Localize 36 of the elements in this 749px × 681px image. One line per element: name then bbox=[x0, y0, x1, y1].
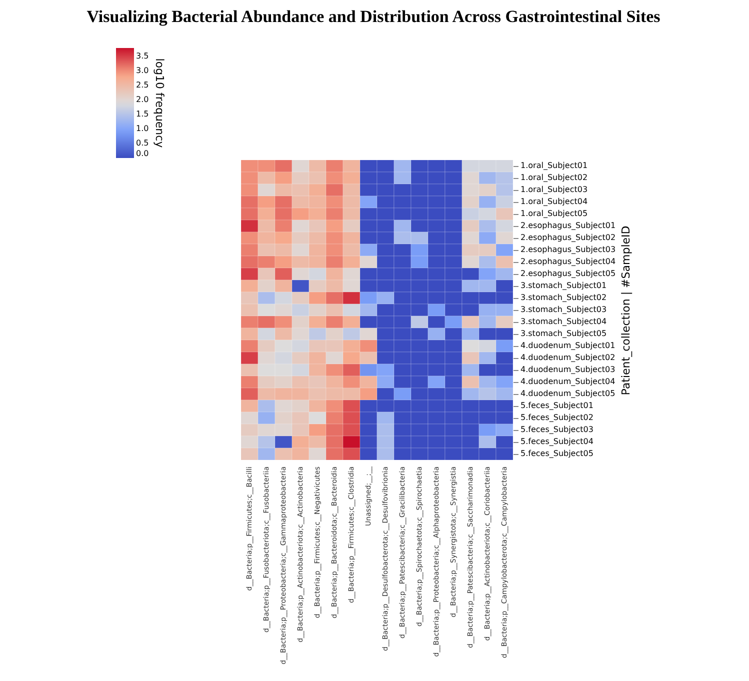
y-tick-label: 1.oral_Subject04 bbox=[520, 197, 588, 206]
y-tick-label: 3.stomach_Subject04 bbox=[520, 317, 607, 326]
y-tick-label: 5.feces_Subject05 bbox=[520, 449, 594, 458]
color-bar-label: 0.0 bbox=[136, 149, 149, 158]
y-tick-label: 2.esophagus_Subject05 bbox=[520, 269, 616, 278]
y-tick-label: 2.esophagus_Subject03 bbox=[520, 245, 616, 254]
y-tick-label: 1.oral_Subject05 bbox=[520, 209, 588, 218]
y-tick-label: 3.stomach_Subject05 bbox=[520, 329, 607, 338]
y-tick-label: 5.feces_Subject02 bbox=[520, 413, 594, 422]
y-tick-label: 4.duodenum_Subject01 bbox=[520, 341, 616, 350]
color-bar-label: 3.5 bbox=[136, 52, 149, 61]
y-tick-label: 2.esophagus_Subject04 bbox=[520, 257, 616, 266]
y-tick-label: 5.feces_Subject04 bbox=[520, 437, 594, 446]
y-tick-label: 2.esophagus_Subject02 bbox=[520, 233, 616, 242]
y-tick-label: 4.duodenum_Subject04 bbox=[520, 377, 616, 386]
y-tick-label: 3.stomach_Subject01 bbox=[520, 281, 607, 290]
y-tick-label: 3.stomach_Subject02 bbox=[520, 293, 607, 302]
y-tick-label: 2.esophagus_Subject01 bbox=[520, 221, 616, 230]
color-bar-title: log10 frequency bbox=[153, 58, 166, 148]
y-tick-label: 5.feces_Subject03 bbox=[520, 425, 594, 434]
color-bar-label: 0.5 bbox=[136, 138, 149, 148]
color-bar-label: 1.5 bbox=[136, 110, 149, 119]
y-tick-label: 4.duodenum_Subject03 bbox=[520, 365, 616, 374]
y-axis-title: Patient_collection | #SampleID bbox=[620, 226, 633, 396]
y-tick-label: 1.oral_Subject01 bbox=[520, 161, 588, 170]
y-tick-label: 3.stomach_Subject03 bbox=[520, 305, 607, 314]
color-bar-label: 1.0 bbox=[136, 124, 149, 134]
y-tick-label: 4.duodenum_Subject02 bbox=[520, 353, 616, 362]
chart-title: Visualizing Bacterial Abundance and Distribution Across Gastrointestinal Sites bbox=[86, 7, 661, 26]
y-tick-label: 5.feces_Subject01 bbox=[520, 401, 594, 410]
color-bar-label: 2.0 bbox=[136, 95, 149, 104]
y-tick-label: 1.oral_Subject03 bbox=[520, 185, 588, 194]
y-tick-label: 1.oral_Subject02 bbox=[520, 173, 588, 182]
y-tick-label: 4.duodenum_Subject05 bbox=[520, 389, 616, 398]
color-bar-label: 2.5 bbox=[136, 80, 149, 90]
color-bar-label: 3.0 bbox=[136, 66, 149, 76]
